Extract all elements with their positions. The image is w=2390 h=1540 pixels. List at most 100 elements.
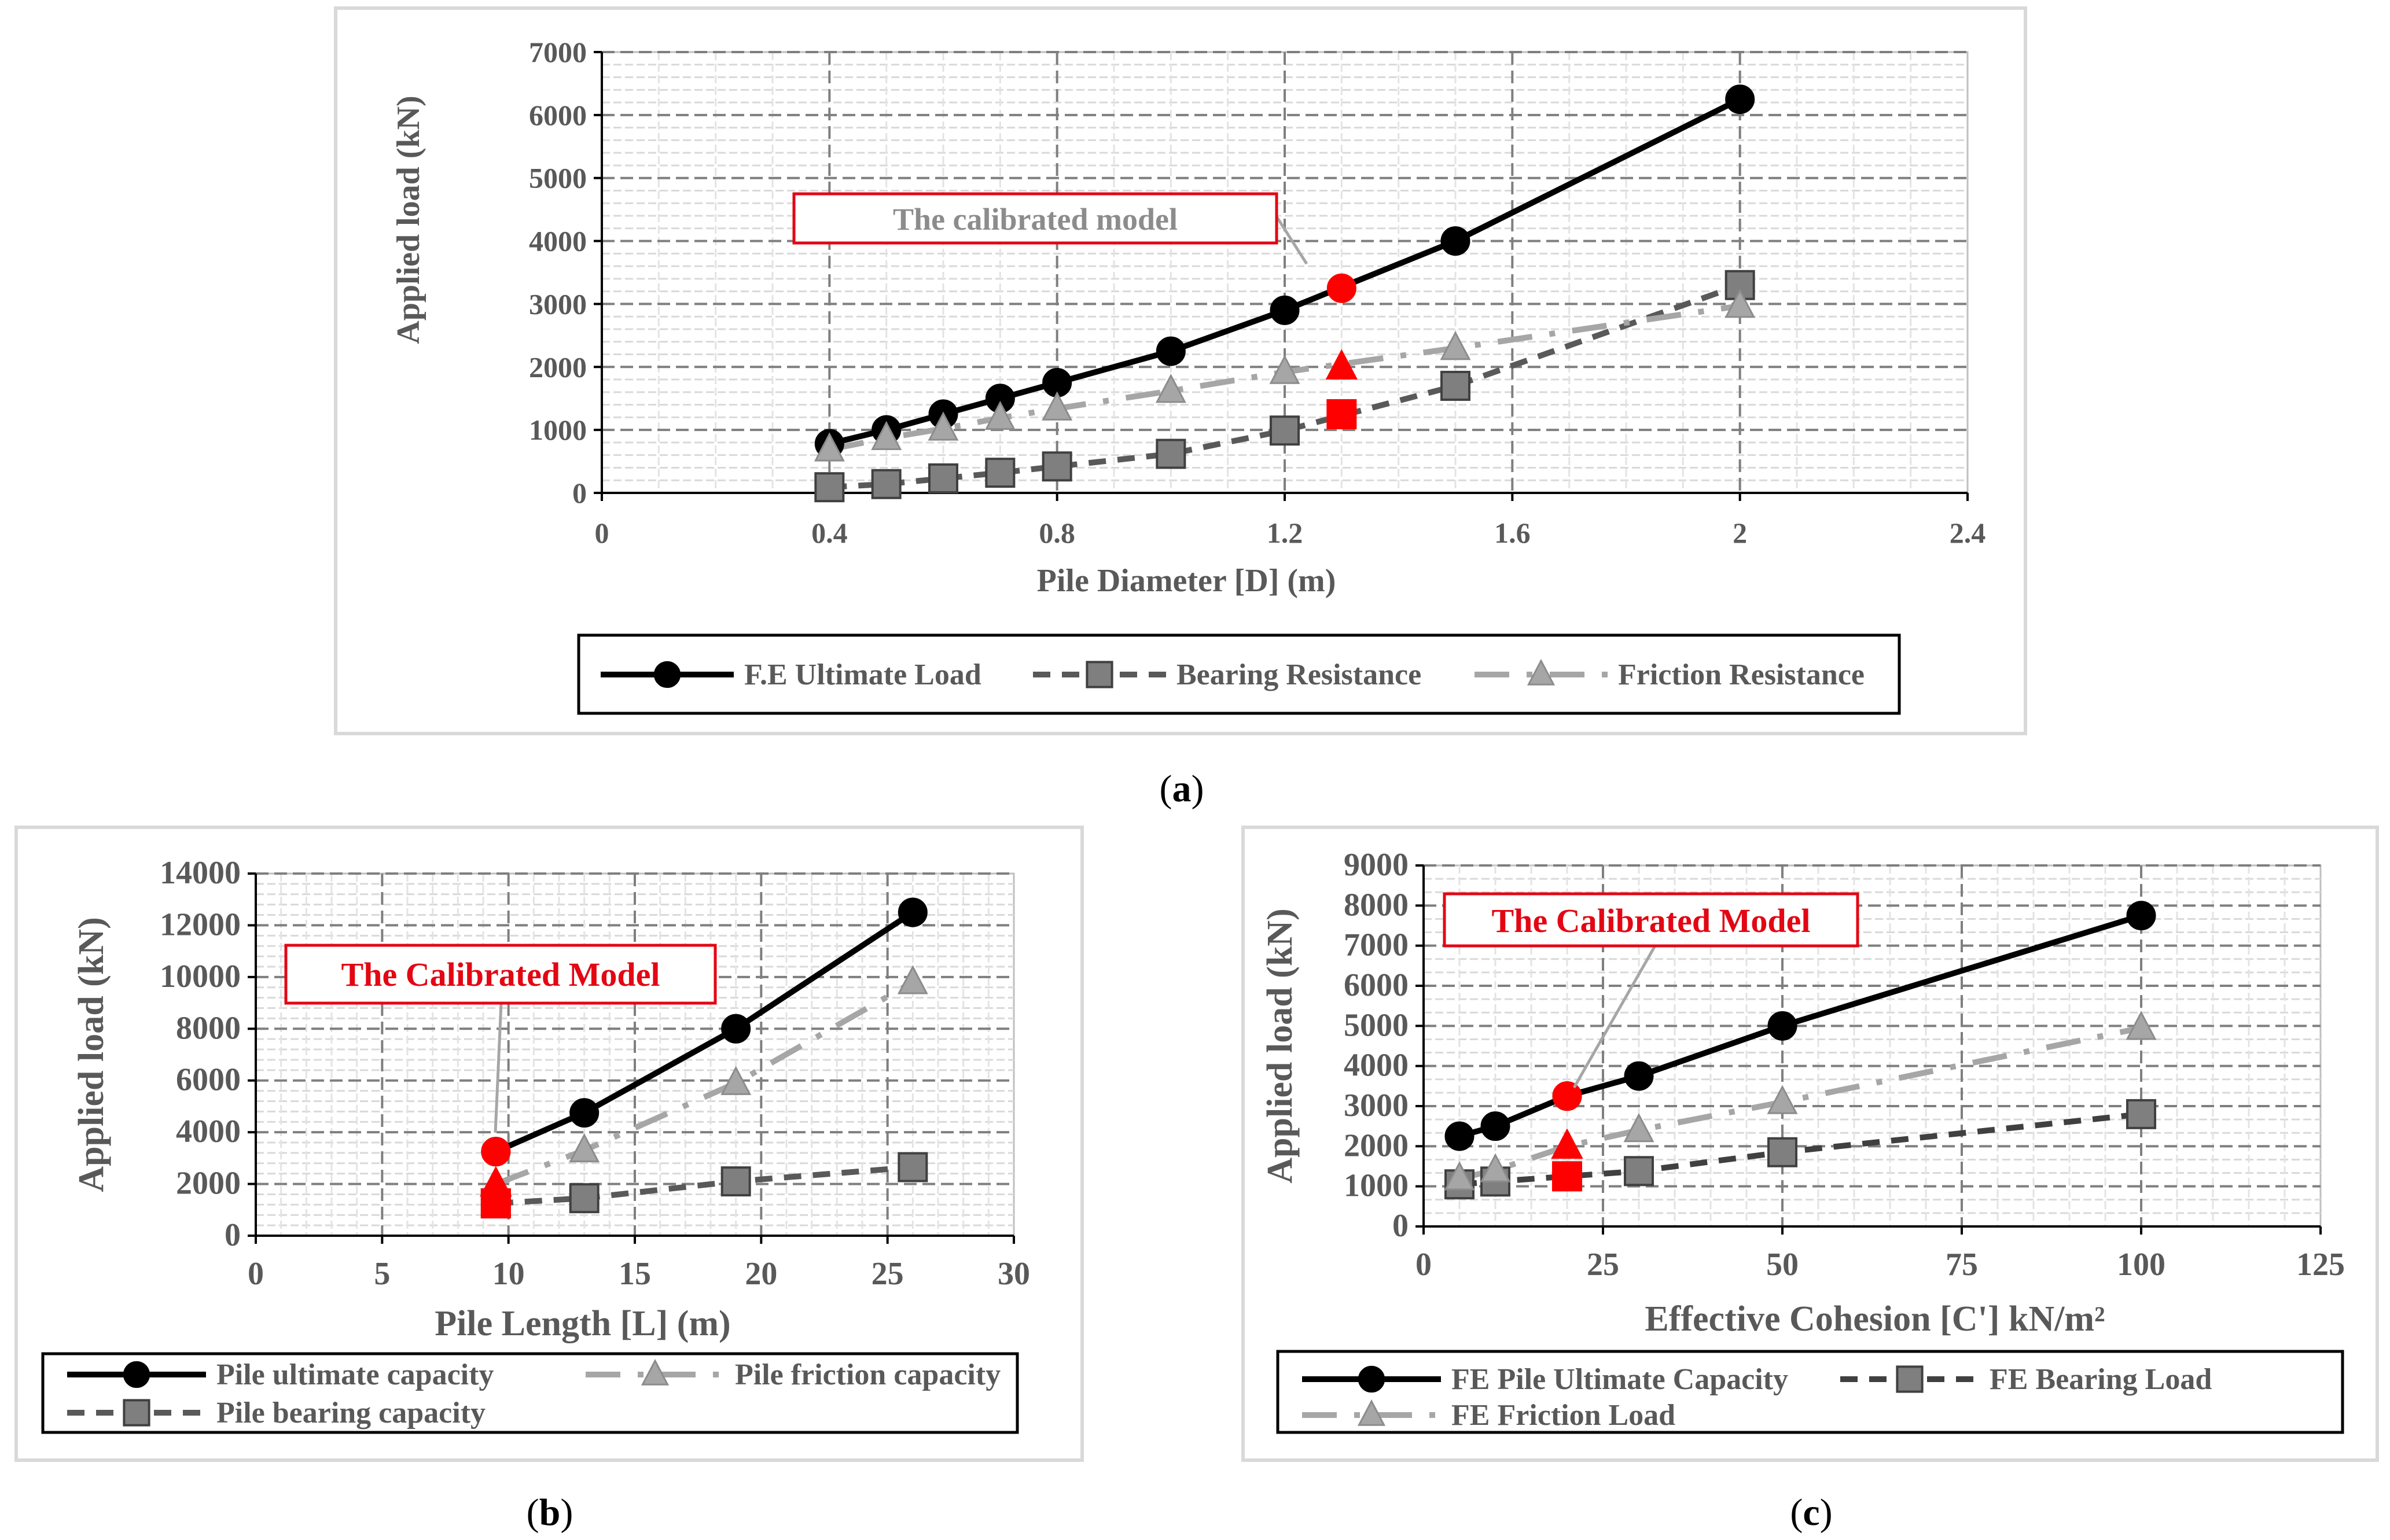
panel-c-caption-letter: c: [1803, 1491, 1819, 1534]
c-series-1-point: [1624, 1061, 1654, 1091]
b-xtick-label: 20: [745, 1256, 777, 1292]
c-ytick-label: 7000: [1344, 927, 1409, 963]
c-ytick-label: 2000: [1344, 1128, 1409, 1163]
b-ytick-label: 0: [225, 1217, 241, 1253]
b-legend-marker-2: [641, 1359, 670, 1386]
panel-a-legend-entries: F.E Ultimate Load Bearing Resistance Frict…: [601, 658, 1865, 691]
a-ytick-label: 0: [572, 477, 587, 509]
a-ytick-label: 7000: [529, 36, 587, 68]
a-series-1-point: [1156, 336, 1186, 366]
panel-a-callout-box: [792, 192, 1278, 245]
panel-a-series: [814, 84, 1756, 503]
panel-b-series: [480, 897, 928, 1219]
a-series-3-point: [984, 400, 1016, 430]
c-series-1-point: [2126, 901, 2156, 931]
panel-b-ylabel: Applied load (kN): [72, 917, 111, 1192]
panel-b-callout-leader: [494, 1003, 503, 1133]
a-series-2-point: [1156, 439, 1186, 469]
a-calibrated-ultimate-point: [1326, 273, 1356, 303]
c-xtick-label: 100: [2117, 1247, 2165, 1283]
b-ytick-label: 14000: [160, 855, 241, 891]
c-legend-marker-3: [1357, 1399, 1386, 1426]
panel-b-axes: 0 5 10 15 20 25 30 0 2000 4000 6000 8000 10000 12000 1…: [160, 855, 1030, 1292]
a-series-3-point: [1725, 289, 1756, 318]
panel-a-caption-letter: a: [1172, 768, 1192, 810]
panel-a-caption: (a): [1160, 768, 1204, 810]
panel-a: 0 0.4 0.8 1.2 1.6 2 2.4 0 1000 2000 3000 4000 5000 60…: [334, 6, 2027, 810]
b-ytick-label: 8000: [176, 1010, 241, 1046]
a-series-3-point: [1269, 355, 1300, 384]
panel-b-callout-box: [284, 944, 717, 1005]
b-xtick-label: 15: [619, 1256, 651, 1292]
a-series-1-point: [1440, 226, 1470, 256]
b-ytick-label: 4000: [176, 1114, 241, 1150]
a-legend-label-3: Friction Resistance: [1618, 658, 1865, 691]
c-series-3-point: [1480, 1153, 1511, 1182]
panel-b-callout-text: The Calibrated Model: [341, 956, 660, 993]
b-series-3-point: [569, 1183, 600, 1214]
c-calibrated-friction-point: [1551, 1128, 1583, 1159]
c-series-2-point: [1767, 1137, 1797, 1167]
c-legend-marker-2: [1896, 1365, 1924, 1393]
b-xtick-label: 25: [872, 1256, 904, 1292]
b-legend-label-3: Pile bearing capacity: [216, 1397, 486, 1430]
c-xtick-label: 75: [1946, 1247, 1978, 1283]
panel-c-ylabel: Applied load (kN): [1260, 908, 1300, 1183]
c-calibrated-ultimate-point: [1552, 1081, 1582, 1111]
b-xtick-label: 5: [374, 1256, 390, 1292]
a-series-2-point: [814, 472, 845, 503]
a-ytick-label: 4000: [529, 225, 587, 257]
c-ytick-label: 5000: [1344, 1007, 1409, 1043]
a-xtick-label: 0.8: [1039, 517, 1075, 549]
panel-c: 0 25 50 75 100 125 0 1000 2000 3000 4000 5000 6000 70…: [1241, 826, 2379, 1534]
a-legend-marker-1: [653, 661, 681, 688]
panel-c-callout-box: [1443, 892, 1859, 948]
c-series-3-point: [2126, 1011, 2157, 1040]
a-ytick-label: 2000: [529, 351, 587, 383]
b-series-2-point: [720, 1066, 752, 1095]
a-series-2-point: [985, 458, 1016, 488]
c-ytick-label: 9000: [1344, 847, 1409, 883]
a-ytick-label: 3000: [529, 288, 587, 320]
a-ytick-label: 1000: [529, 414, 587, 446]
a-series-1-point: [1725, 84, 1755, 115]
a-series-2-point: [871, 469, 902, 499]
a-series-2-point: [928, 463, 958, 493]
b-series-line-2: [495, 979, 914, 1187]
panel-a-legend: [577, 633, 1901, 715]
c-legend-label-3: FE Friction Load: [1451, 1399, 1675, 1432]
c-xtick-label: 0: [1415, 1247, 1432, 1283]
panel-a-callout-leader: [1271, 210, 1308, 265]
a-legend-marker-3: [1527, 659, 1556, 686]
c-legend-label-2: FE Bearing Load: [1990, 1363, 2212, 1396]
a-series-3-point: [871, 421, 902, 450]
a-series-2-point: [1440, 370, 1470, 401]
a-calibrated-bearing-point: [1326, 399, 1357, 429]
b-legend-marker-1: [123, 1361, 150, 1388]
a-series-3-point: [1155, 374, 1186, 403]
c-calibrated-bearing-point: [1552, 1161, 1582, 1192]
c-series-3-point: [1623, 1112, 1654, 1143]
b-xtick-label: 10: [492, 1256, 525, 1292]
c-series-3-point: [1444, 1161, 1475, 1191]
panel-a-ylabel: Applied load (kN): [391, 95, 426, 344]
b-ytick-label: 10000: [160, 959, 241, 994]
a-calibrated-friction-point: [1325, 349, 1358, 380]
a-series-2-point: [1042, 451, 1072, 482]
b-ytick-label: 6000: [176, 1062, 241, 1098]
b-series-line-1: [494, 909, 915, 1155]
b-ytick-label: 12000: [160, 907, 241, 942]
b-series-1-point: [898, 897, 928, 927]
c-series-3-point: [1767, 1085, 1798, 1114]
b-calibrated-friction-point: [480, 1166, 512, 1197]
panel-c-series: [1444, 901, 2157, 1200]
c-series-2-point: [1624, 1156, 1654, 1187]
panel-a-callout-text: The calibrated model: [893, 202, 1178, 237]
b-series-1-point: [569, 1098, 600, 1128]
panel-c-legend: [1276, 1350, 2344, 1434]
a-legend-label-1: F.E Ultimate Load: [744, 658, 981, 691]
panel-c-xlabel: Effective Cohesion [C'] kN/m²: [1645, 1299, 2105, 1339]
panel-b-xlabel: Pile Length [L] (m): [435, 1304, 730, 1343]
a-series-3-point: [928, 411, 959, 441]
